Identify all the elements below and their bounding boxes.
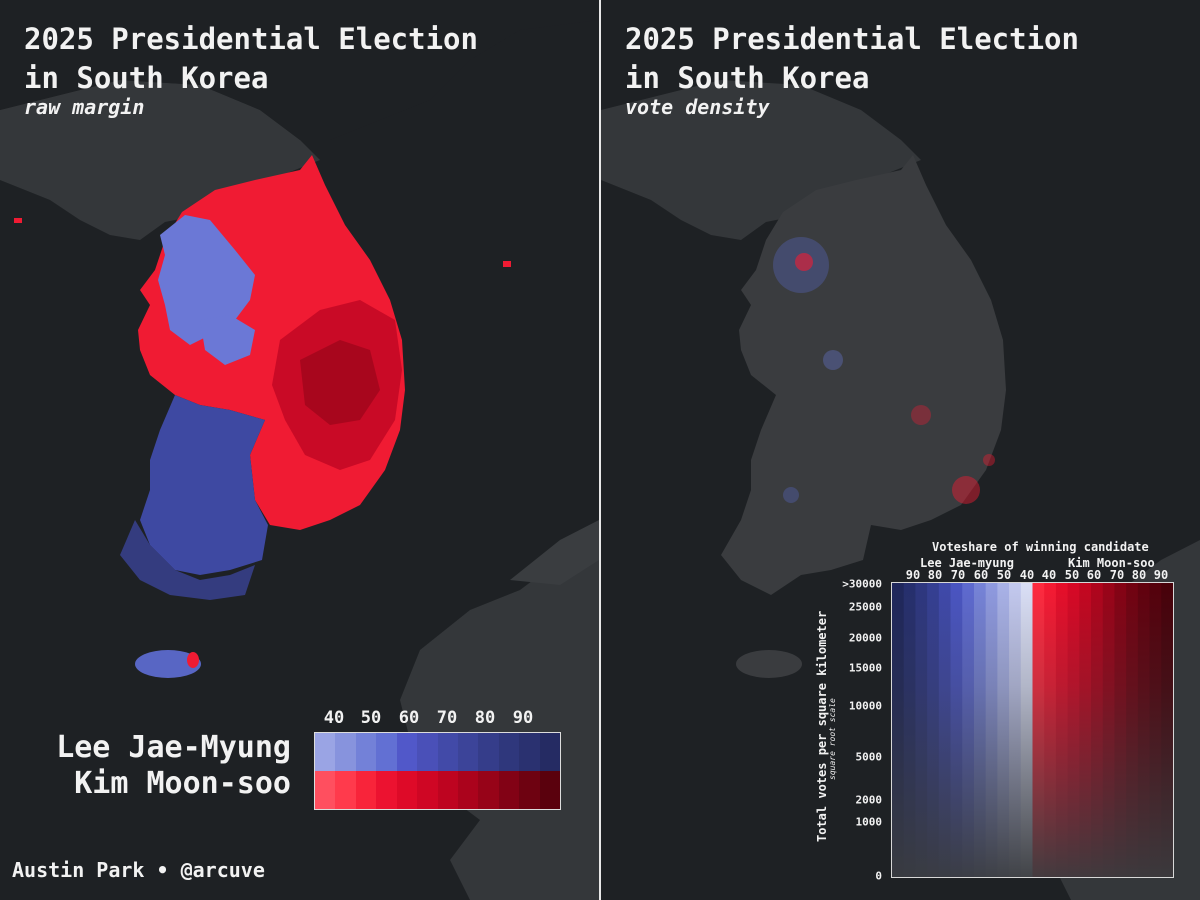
raw-margin-map bbox=[0, 0, 599, 900]
korea-blue-central bbox=[200, 315, 255, 365]
legend-swatch bbox=[396, 771, 418, 809]
margin-tick: 90 bbox=[512, 708, 534, 728]
daejeon-density bbox=[823, 350, 843, 370]
north-korea-land bbox=[601, 80, 921, 240]
density-fade-overlay bbox=[892, 583, 1173, 877]
density-legend-gradient bbox=[892, 583, 1173, 877]
legend-swatch bbox=[519, 771, 540, 809]
legend-swatch bbox=[437, 771, 458, 809]
margin-tick: 70 bbox=[436, 708, 458, 728]
ulsan-density bbox=[983, 454, 995, 466]
legend-blue-scale bbox=[315, 733, 561, 771]
jeju-island bbox=[736, 650, 802, 678]
west-islet bbox=[14, 218, 22, 223]
density-legend-kim: Kim Moon-soo bbox=[1068, 556, 1155, 570]
legend-swatch bbox=[315, 771, 336, 809]
density-y-tick: 20000 bbox=[848, 631, 882, 645]
china-land bbox=[0, 0, 599, 140]
margin-legend-ticks: 40 50 60 70 80 90 bbox=[314, 708, 560, 730]
density-x-tick: 80 bbox=[1131, 568, 1147, 582]
legend-swatch bbox=[539, 733, 561, 771]
legend-swatch bbox=[376, 733, 397, 771]
legend-swatch bbox=[519, 733, 540, 771]
density-y-tick: 2000 bbox=[855, 793, 883, 807]
density-x-tick: 40 bbox=[1041, 568, 1057, 582]
density-x-tick: 90 bbox=[1153, 568, 1169, 582]
busan-density bbox=[952, 476, 980, 504]
japan-land bbox=[400, 540, 599, 900]
legend-swatch bbox=[355, 771, 377, 809]
author-credit: Austin Park • @arcuve bbox=[12, 858, 265, 882]
density-x-tick: 50 bbox=[1064, 568, 1080, 582]
density-legend-title: Voteshare of winning candidate bbox=[932, 540, 1149, 554]
legend-swatch bbox=[498, 771, 520, 809]
density-y-tick: >30000 bbox=[842, 577, 882, 591]
legend-swatch bbox=[457, 771, 479, 809]
legend-swatch bbox=[376, 771, 397, 809]
right-title: 2025 Presidential Election in South Kore… bbox=[625, 22, 1079, 95]
density-y-tick: 1000 bbox=[855, 815, 883, 829]
density-y-sublabel: square root scale bbox=[828, 698, 837, 780]
density-x-tick: 70 bbox=[950, 568, 966, 582]
left-title: 2025 Presidential Election in South Kore… bbox=[24, 22, 478, 95]
legend-swatch bbox=[417, 771, 438, 809]
legend-swatch bbox=[396, 733, 418, 771]
legend-red-scale bbox=[315, 771, 561, 809]
margin-tick: 40 bbox=[323, 708, 345, 728]
legend-kim-moon-soo: Kim Moon-soo bbox=[74, 766, 291, 801]
density-legend-grid bbox=[891, 582, 1174, 878]
panel-divider bbox=[599, 0, 601, 900]
jeju-island bbox=[135, 650, 201, 678]
korea-blue-southwest bbox=[140, 395, 268, 575]
density-x-tick: 40 bbox=[1019, 568, 1035, 582]
density-x-tick: 80 bbox=[927, 568, 943, 582]
density-x-tick: 60 bbox=[973, 568, 989, 582]
density-y-tick: 15000 bbox=[848, 661, 882, 675]
margin-legend-box bbox=[314, 732, 561, 810]
legend-swatch bbox=[335, 733, 356, 771]
legend-lee-jae-myung: Lee Jae-Myung bbox=[56, 730, 291, 765]
margin-tick: 50 bbox=[360, 708, 382, 728]
korea-blue-northwest bbox=[158, 215, 255, 345]
korea-deep-red bbox=[300, 340, 380, 425]
legend-swatch bbox=[355, 733, 377, 771]
legend-swatch bbox=[335, 771, 356, 809]
right-subtitle: vote density bbox=[625, 95, 770, 119]
density-x-tick: 50 bbox=[996, 568, 1012, 582]
density-x-tick: 90 bbox=[905, 568, 921, 582]
legend-swatch bbox=[478, 771, 499, 809]
north-korea-land bbox=[0, 80, 320, 240]
seoul-core bbox=[795, 253, 813, 271]
density-x-tick: 70 bbox=[1109, 568, 1125, 582]
raw-margin-panel: 2025 Presidential Election in South Kore… bbox=[0, 0, 599, 900]
legend-swatch bbox=[437, 733, 458, 771]
legend-swatch bbox=[539, 771, 561, 809]
legend-swatch bbox=[457, 733, 479, 771]
legend-swatch bbox=[498, 733, 520, 771]
left-subtitle: raw margin bbox=[24, 95, 145, 119]
density-legend-lee: Lee Jae-myung bbox=[920, 556, 1014, 570]
density-y-tick: 0 bbox=[875, 869, 882, 883]
legend-swatch bbox=[315, 733, 336, 771]
korea-land bbox=[721, 155, 1006, 595]
margin-tick: 80 bbox=[474, 708, 496, 728]
gwangju-density bbox=[783, 487, 799, 503]
density-x-tick: 60 bbox=[1086, 568, 1102, 582]
density-y-tick: 25000 bbox=[848, 600, 882, 614]
japan-land-2 bbox=[510, 520, 599, 585]
legend-swatch bbox=[417, 733, 438, 771]
jeju-red-spot bbox=[187, 652, 199, 668]
density-y-tick: 10000 bbox=[848, 699, 882, 713]
daegu-density bbox=[911, 405, 931, 425]
ulleung-island bbox=[503, 261, 511, 267]
legend-swatch bbox=[478, 733, 499, 771]
margin-tick: 60 bbox=[398, 708, 420, 728]
density-y-tick: 5000 bbox=[855, 750, 883, 764]
korea-blue-islands bbox=[120, 520, 255, 600]
density-y-label: Total votes per square kilometer bbox=[815, 610, 829, 842]
